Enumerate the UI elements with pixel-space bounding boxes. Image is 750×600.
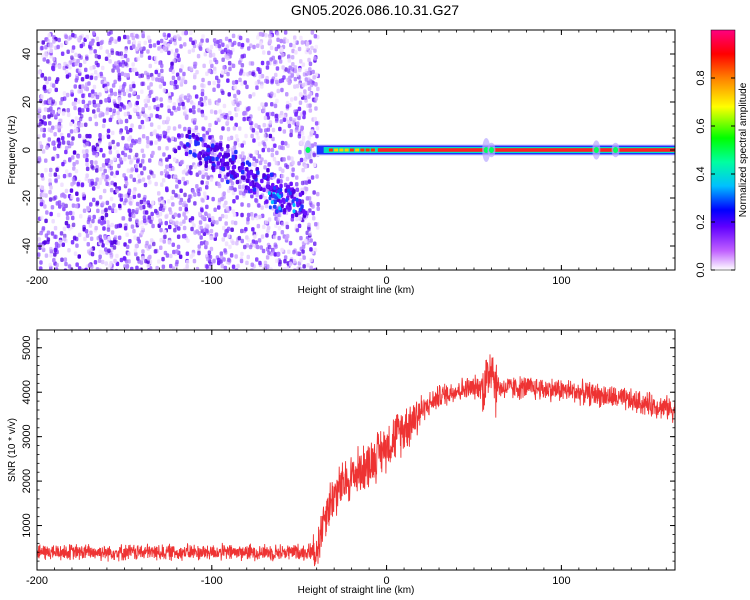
snr-y-axis-title: SNR (10 * v/v): [7, 418, 18, 482]
spectrogram-plot: [37, 30, 675, 270]
colorbar-axes: 0.0 0.2 0.4 0.6 0.8: [695, 70, 735, 278]
x-tick-label: 0: [384, 275, 390, 287]
colorbar-title: Normalized spectral amplitude: [738, 82, 749, 217]
colorbar-tick-label: 0.4: [695, 166, 707, 181]
x-tick-label: -200: [26, 575, 48, 587]
snr-frame: [36, 329, 676, 571]
x-tick-label: 100: [552, 575, 570, 587]
x-tick-label: -200: [26, 275, 48, 287]
y-tick-label: -40: [21, 238, 33, 254]
colorbar-tick-label: 0.2: [695, 214, 707, 229]
snr-x-axis-title: Height of straight line (km): [298, 585, 415, 596]
y-tick-label: 0: [21, 147, 33, 153]
y-tick-label: 4000: [21, 380, 33, 404]
snr-plot: [37, 354, 675, 567]
y-tick-label: 40: [21, 48, 33, 60]
x-tick-label: -100: [201, 275, 223, 287]
colorbar-tick-label: 0.8: [695, 70, 707, 85]
x-tick-label: 100: [552, 275, 570, 287]
y-tick-label: 3000: [21, 424, 33, 448]
colorbar-tick-label: 0.0: [695, 262, 707, 277]
snr-axes: -200 -100 0 100 1000 2000 3000 4000 5000: [21, 329, 675, 587]
colorbar-tick-label: 0.6: [695, 118, 707, 133]
y-tick-label: 20: [21, 96, 33, 108]
y-tick-label: -20: [21, 190, 33, 206]
x-tick-label: -100: [201, 575, 223, 587]
y-tick-label: 1000: [21, 513, 33, 537]
x-tick-label: 0: [384, 575, 390, 587]
y-tick-label: 2000: [21, 469, 33, 493]
spectrogram-y-axis-title: Frequency (Hz): [7, 116, 18, 185]
page-title: GN05.2026.086.10.31.G27: [290, 2, 460, 18]
colorbar: [710, 29, 736, 271]
spectrogram-x-axis-title: Height of straight line (km): [298, 285, 415, 296]
y-tick-label: 5000: [21, 336, 33, 360]
snr-series-line: [37, 354, 675, 567]
